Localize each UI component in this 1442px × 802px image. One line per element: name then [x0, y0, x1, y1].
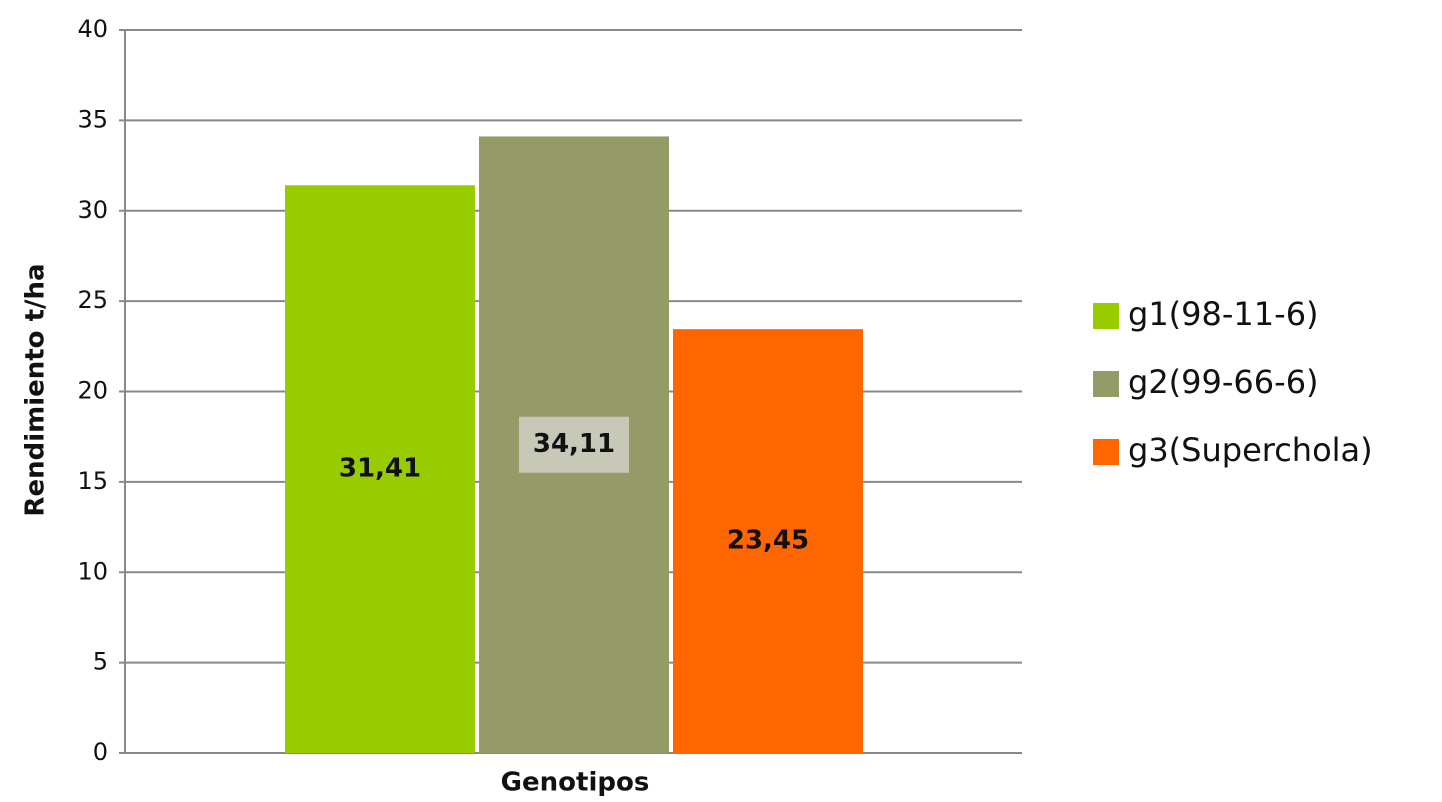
y-tick-label: 35 [77, 105, 108, 133]
y-tick-label: 30 [77, 196, 108, 224]
y-tick-label: 5 [93, 648, 108, 676]
value-label: 34,11 [533, 429, 615, 459]
legend-swatch [1093, 439, 1119, 465]
bar [673, 329, 863, 753]
value-label: 23,45 [727, 526, 809, 556]
value-label-box [519, 416, 629, 473]
y-tick-label: 20 [77, 377, 108, 405]
y-tick-label: 40 [77, 15, 108, 43]
y-tick-label: 10 [77, 557, 108, 585]
legend-label: g1(98-11-6) [1128, 295, 1319, 333]
y-tick-label: 0 [93, 738, 108, 766]
x-axis-label: Genotipos [501, 768, 650, 798]
y-axis-label: Rendimiento t/ha [21, 263, 51, 516]
legend-swatch [1093, 371, 1119, 397]
bar [285, 185, 475, 753]
y-tick-label: 25 [77, 286, 108, 314]
legend-label: g2(99-66-6) [1128, 363, 1319, 401]
legend-swatch [1093, 303, 1119, 329]
y-tick-label: 15 [77, 467, 108, 495]
legend-label: g3(Superchola) [1128, 431, 1373, 469]
value-label: 31,41 [339, 454, 421, 484]
